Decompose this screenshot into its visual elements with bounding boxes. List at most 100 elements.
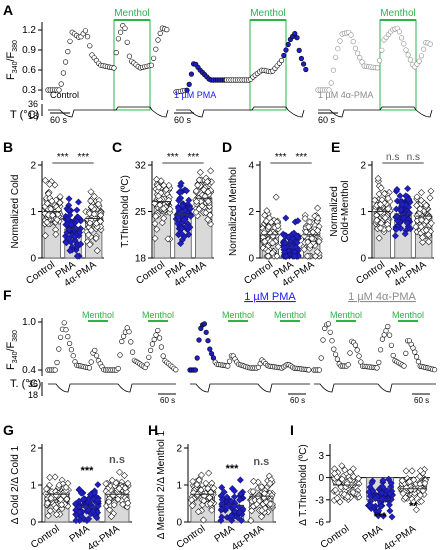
data-point bbox=[41, 232, 49, 240]
panel-f-title: 1 µM PMA bbox=[244, 291, 296, 303]
data-point bbox=[314, 214, 322, 222]
trace-point bbox=[316, 367, 323, 373]
data-point bbox=[236, 476, 244, 484]
data-point bbox=[174, 213, 182, 221]
data-point bbox=[155, 183, 163, 191]
trace-point bbox=[124, 39, 130, 45]
menthol-label: Menthol bbox=[82, 310, 114, 320]
data-point bbox=[237, 517, 245, 524]
data-point bbox=[52, 230, 60, 238]
trace-point bbox=[388, 342, 395, 348]
trace-point bbox=[63, 327, 69, 333]
data-point bbox=[427, 219, 435, 227]
data-point bbox=[208, 479, 216, 487]
data-point bbox=[294, 252, 302, 260]
trace-point bbox=[157, 30, 163, 37]
trace-point bbox=[148, 347, 154, 354]
data-point bbox=[402, 467, 410, 475]
data-point bbox=[231, 487, 238, 495]
data-point bbox=[392, 225, 400, 233]
data-point bbox=[46, 507, 54, 515]
trace-point bbox=[296, 47, 302, 54]
data-point bbox=[202, 479, 210, 487]
data-point bbox=[121, 484, 129, 492]
data-point bbox=[368, 479, 376, 487]
data-point bbox=[48, 197, 56, 205]
trace-point bbox=[378, 347, 384, 353]
data-point bbox=[227, 512, 235, 520]
data-point bbox=[288, 243, 296, 251]
data-point bbox=[384, 205, 392, 213]
data-point bbox=[93, 247, 101, 255]
data-point bbox=[349, 488, 357, 496]
data-point bbox=[385, 225, 393, 233]
data-point bbox=[408, 467, 416, 475]
data-point bbox=[208, 506, 216, 514]
data-point bbox=[291, 248, 299, 256]
data-point bbox=[418, 216, 426, 224]
panel-a-ytick-label: 0.3 bbox=[22, 85, 36, 96]
data-point bbox=[207, 178, 215, 186]
trace-point bbox=[333, 351, 339, 357]
data-point bbox=[399, 214, 407, 222]
significance-label: *** bbox=[275, 152, 287, 163]
data-point bbox=[260, 490, 268, 497]
x-tick-label: Control bbox=[354, 259, 387, 287]
panel-f-trace-4a-pma bbox=[311, 321, 438, 373]
data-point bbox=[406, 225, 414, 233]
panel-letter-F: F bbox=[3, 287, 12, 303]
trace-point bbox=[350, 38, 356, 45]
data-point bbox=[331, 486, 339, 494]
data-point bbox=[185, 231, 193, 238]
data-point bbox=[204, 216, 212, 223]
trace-point bbox=[356, 353, 362, 359]
data-point bbox=[308, 235, 316, 242]
significance-label: *** bbox=[77, 152, 89, 163]
data-point bbox=[160, 214, 168, 222]
trace-point bbox=[65, 48, 71, 55]
data-point bbox=[379, 512, 387, 520]
panel-f-temp-trace bbox=[48, 383, 176, 393]
trace-point bbox=[158, 344, 164, 350]
y-axis-label: Normalized bbox=[329, 186, 340, 237]
trace-point bbox=[354, 347, 360, 353]
data-point bbox=[177, 179, 185, 187]
data-point bbox=[90, 192, 98, 200]
panel-f-trace-pma bbox=[187, 321, 312, 373]
data-point bbox=[56, 199, 64, 207]
trace-point bbox=[379, 336, 386, 342]
data-point bbox=[76, 229, 84, 236]
data-point bbox=[377, 208, 385, 216]
data-point bbox=[378, 495, 386, 503]
panel-a-temp-label: T (°C) bbox=[10, 109, 39, 121]
trace-point bbox=[151, 336, 157, 343]
data-point bbox=[406, 478, 413, 486]
data-point bbox=[206, 500, 214, 508]
y-tick-label: 1 bbox=[176, 481, 182, 492]
data-point bbox=[120, 472, 128, 479]
data-point bbox=[73, 252, 81, 260]
panel-f-temp-label: T. (°C) bbox=[10, 378, 41, 390]
trace-point bbox=[184, 87, 190, 93]
panel-letter-G: G bbox=[3, 422, 14, 438]
trace-point bbox=[326, 87, 332, 93]
panel-a: F340/F380 1.2 0.9 0.6 0.3 T (°C) 36 18 M… bbox=[5, 8, 433, 125]
y-tick-label: 0 bbox=[30, 518, 36, 529]
data-point bbox=[294, 217, 302, 225]
data-point bbox=[399, 489, 407, 497]
trace-point bbox=[201, 321, 207, 327]
data-point bbox=[230, 493, 238, 501]
data-point bbox=[273, 252, 281, 260]
data-point bbox=[91, 489, 99, 497]
data-point bbox=[377, 219, 385, 227]
trace-point bbox=[151, 55, 157, 61]
time-scale-label: 60 s bbox=[290, 396, 305, 405]
data-point bbox=[335, 479, 342, 487]
data-point bbox=[102, 480, 110, 488]
data-point bbox=[76, 508, 83, 516]
data-point bbox=[198, 202, 206, 210]
data-point bbox=[44, 512, 52, 520]
data-point bbox=[365, 488, 373, 496]
